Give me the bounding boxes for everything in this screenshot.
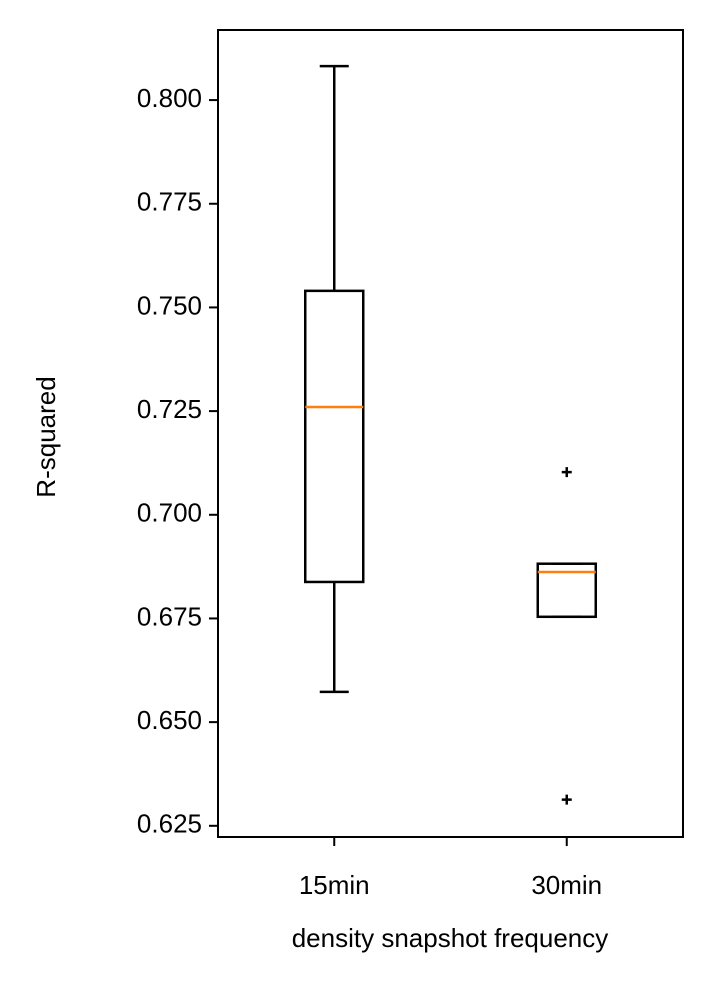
x-axis-label: density snapshot frequency [292,923,609,953]
x-tick-label: 30min [531,870,602,900]
plot-frame [217,29,684,838]
y-tick-label: 0.800 [137,83,202,113]
box [536,562,597,619]
outlier [561,467,572,478]
y-tick-label: 0.675 [137,601,202,631]
y-tick-label: 0.725 [137,394,202,424]
y-axis-label: R-squared [31,376,61,497]
y-tick-label: 0.625 [137,809,202,839]
y-tick-label: 0.775 [137,187,202,217]
box [304,289,365,584]
y-tick-label: 0.750 [137,290,202,320]
x-tick-label: 15min [299,870,370,900]
outlier [561,794,572,805]
y-tick-label: 0.700 [137,498,202,528]
y-tick-label: 0.650 [137,705,202,735]
